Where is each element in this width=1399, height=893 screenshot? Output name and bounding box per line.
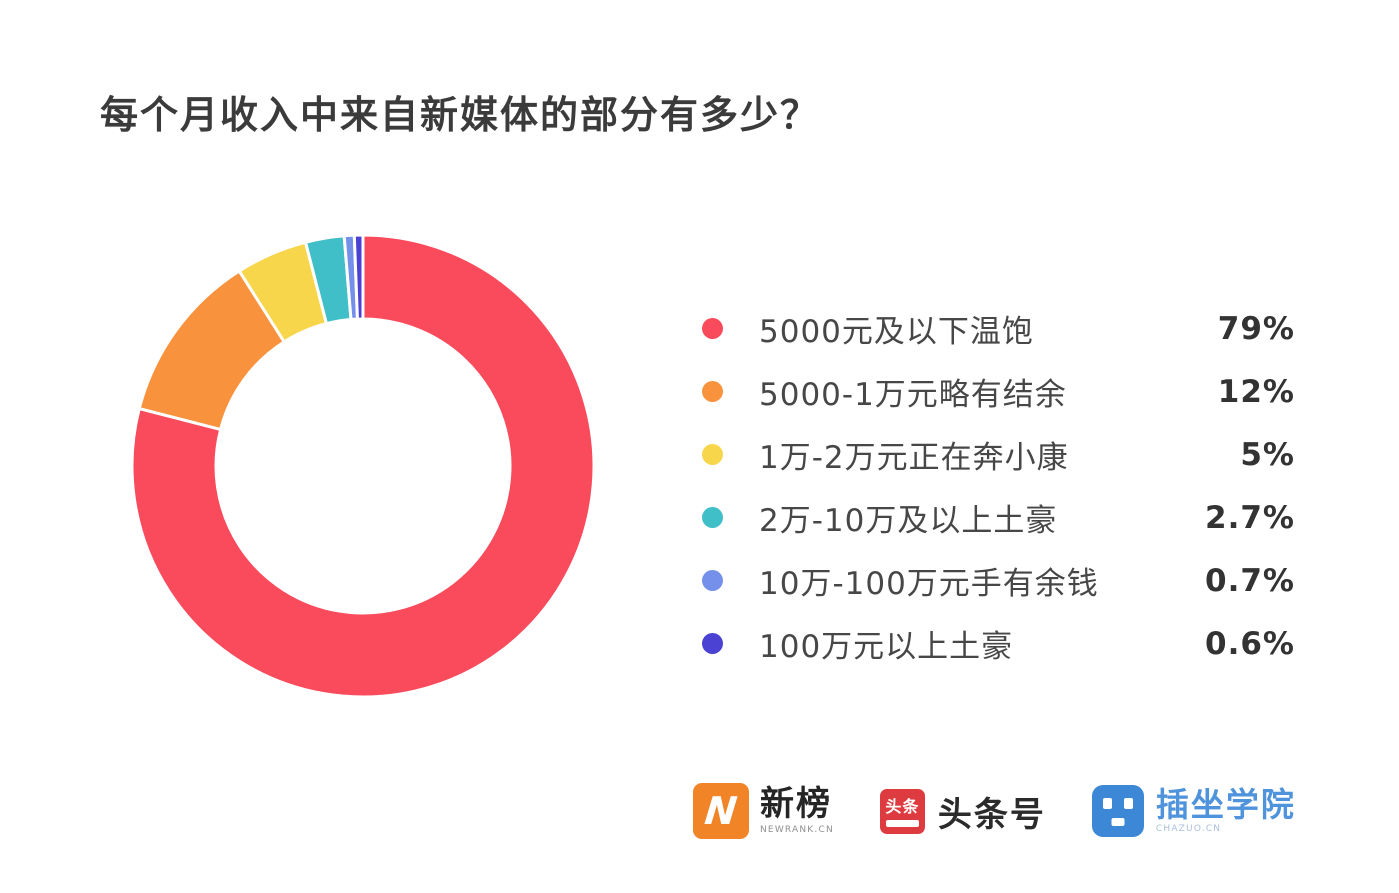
donut-chart-svg [130, 233, 596, 699]
toutiao-icon-text: 头条 [885, 797, 920, 816]
legend-value: 79% [1217, 310, 1295, 347]
legend-dot-icon [702, 381, 723, 402]
chazuo-title: 插坐学院 [1155, 784, 1296, 824]
legend-label: 10万-100万元手有余钱 [759, 566, 1099, 602]
chazuo-subtitle: CHAZUO.CN [1155, 824, 1222, 835]
toutiao-logo: 头条 头条号 [879, 787, 1046, 836]
footer-brand-logos: N 新榜 NEWRANK.CN 头条 头条号 插坐学院 CHAZUO.CN [693, 779, 1296, 843]
legend-label: 5000-1万元略有结余 [759, 377, 1067, 413]
toutiao-icon-strip [885, 820, 919, 827]
legend-dot-icon [702, 633, 723, 654]
legend-dot-icon [702, 444, 723, 465]
legend-row: 5000-1万元略有结余 12% [702, 360, 1295, 423]
chart-legend: 5000元及以下温饱 79% 5000-1万元略有结余 12% 1万-2万元正在… [702, 297, 1295, 675]
chazuo-robot-icon [1091, 785, 1144, 837]
legend-label: 100万元以上土豪 [759, 629, 1014, 665]
legend-label: 1万-2万元正在奔小康 [759, 440, 1069, 476]
toutiao-title: 头条号 [937, 794, 1046, 835]
newrank-n-icon: N [693, 783, 749, 839]
legend-row: 5000元及以下温饱 79% [702, 297, 1295, 360]
toutiao-icon: 头条 [879, 788, 925, 834]
legend-value: 0.7% [1205, 562, 1295, 599]
legend-dot-icon [702, 507, 723, 528]
newrank-title: 新榜 [760, 784, 832, 825]
legend-row: 2万-10万及以上土豪 2.7% [702, 486, 1295, 549]
legend-label: 2万-10万及以上土豪 [759, 503, 1058, 539]
newrank-text: 新榜 NEWRANK.CN [760, 784, 834, 835]
legend-value: 2.7% [1205, 499, 1295, 536]
legend-value: 5% [1240, 436, 1295, 473]
chazuo-text: 插坐学院 CHAZUO.CN [1155, 784, 1296, 835]
newrank-n-letter: N [702, 789, 740, 833]
legend-row: 100万元以上土豪 0.6% [702, 612, 1295, 675]
chazuo-robot-eye-left [1102, 798, 1112, 809]
donut-slice [352, 233, 365, 321]
newrank-subtitle: NEWRANK.CN [760, 824, 834, 835]
page-title: 每个月收入中来自新媒体的部分有多少？ [100, 93, 821, 137]
donut-chart [123, 226, 603, 706]
chazuo-robot-eye-right [1123, 798, 1133, 809]
legend-row: 1万-2万元正在奔小康 5% [702, 423, 1295, 486]
legend-row: 10万-100万元手有余钱 0.7% [702, 549, 1295, 612]
newrank-logo: N 新榜 NEWRANK.CN [693, 783, 834, 839]
legend-dot-icon [702, 570, 723, 591]
legend-dot-icon [702, 318, 723, 339]
chazuo-robot-mouth [1111, 818, 1125, 826]
legend-value: 12% [1217, 373, 1295, 410]
legend-label: 5000元及以下温饱 [759, 314, 1034, 350]
donut-slice [130, 233, 596, 699]
legend-value: 0.6% [1205, 625, 1295, 662]
chazuo-logo: 插坐学院 CHAZUO.CN [1091, 784, 1296, 837]
